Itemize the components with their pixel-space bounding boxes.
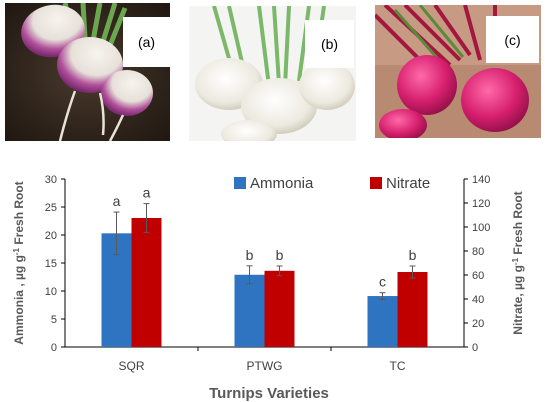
significance-letter: b — [409, 247, 417, 263]
y-left-tick-label: 0 — [51, 342, 57, 354]
legend-swatch-nitrate — [370, 177, 382, 189]
legend-label-nitrate: Nitrate — [386, 175, 430, 192]
bar-nitrate-ptwg — [264, 270, 295, 347]
y-left-tick-label: 15 — [45, 258, 57, 270]
y-right-tick-label: 140 — [472, 174, 490, 186]
chart-legend: Ammonia Nitrate — [234, 175, 430, 192]
y-axis-left-title: Ammonia , µg g-1 Fresh Root — [12, 181, 26, 344]
bar-nitrate-sqr — [131, 218, 162, 347]
y-right-tick-label: 80 — [472, 246, 484, 258]
y-right-tick-label: 40 — [472, 294, 484, 306]
y-right-tick-label: 0 — [472, 342, 478, 354]
y-right-tick-label: 100 — [472, 222, 490, 234]
y-left-tick-label: 20 — [45, 230, 57, 242]
panel-label-c: (c) — [486, 16, 539, 63]
panel-label-b: (b) — [305, 20, 354, 68]
y-left-tick-label: 5 — [51, 314, 57, 326]
legend-label-ammonia: Ammonia — [250, 175, 314, 192]
chart-axes: 0 5 10 15 20 25 30 0 20 40 60 80 100 120 140 SQR PTWG TC — [45, 174, 491, 373]
chart-bars — [101, 218, 428, 347]
significance-letter: a — [143, 185, 151, 201]
bar-ammonia-ptwg — [234, 274, 265, 347]
y-right-tick-label: 120 — [472, 198, 490, 210]
significance-letter: a — [113, 193, 121, 209]
y-right-tick-label: 20 — [472, 318, 484, 330]
x-tick-label: PTWG — [247, 359, 283, 373]
significance-letters: a b c a b b — [113, 185, 417, 290]
x-tick-label: TC — [390, 359, 406, 373]
bar-ammonia-tc — [367, 296, 398, 347]
panel-label-a: (a) — [123, 17, 170, 67]
legend-swatch-ammonia — [234, 177, 246, 189]
significance-letter: c — [379, 274, 386, 290]
bar-nitrate-tc — [397, 272, 428, 347]
significance-letter: b — [246, 247, 254, 263]
y-left-tick-label: 25 — [45, 202, 57, 214]
y-left-tick-label: 30 — [45, 174, 57, 186]
x-tick-label: SQR — [118, 359, 144, 373]
chart-error-bars — [113, 203, 416, 300]
y-right-tick-label: 60 — [472, 270, 484, 282]
significance-letter: b — [276, 247, 284, 263]
y-left-tick-label: 10 — [45, 286, 57, 298]
y-axis-right-title: Nitrate, µg g-1 Fresh Root — [511, 191, 525, 334]
x-axis-title: Turnips Varieties — [209, 385, 329, 402]
